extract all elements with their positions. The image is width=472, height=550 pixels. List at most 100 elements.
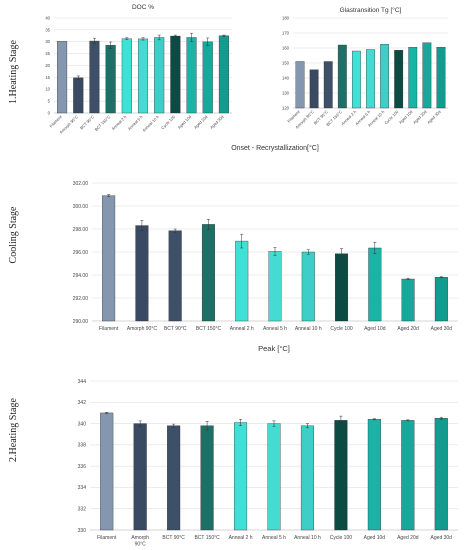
x-tick-label: Aged 10d — [398, 109, 414, 125]
bar-filament — [102, 195, 116, 322]
y-tick-label: 120 — [282, 105, 290, 110]
bar-aged-30d — [436, 47, 446, 109]
x-tick-label: Anneal 2 h — [230, 326, 254, 332]
error-bar-cycle-100 — [339, 415, 343, 425]
bar-aged-20d — [202, 41, 213, 114]
error-bar-amorph-90c — [140, 220, 144, 231]
error-bar-cycle-100 — [173, 34, 177, 38]
bar-anneal-10-h — [380, 44, 389, 109]
bar-aged-10d — [408, 47, 418, 109]
x-tick-label: Amorph 90°C — [131, 535, 149, 548]
x-tick-label: Anneal 10 h — [141, 114, 160, 133]
y-tick-label: 334 — [78, 485, 87, 491]
y-tick-label: 40 — [45, 15, 50, 20]
bar-aged-20d — [401, 278, 415, 322]
y-tick-label: 298.00 — [73, 227, 89, 233]
x-tick-label: Aged 30d — [209, 114, 225, 130]
bar-amorph-90c — [133, 423, 147, 531]
bar-bct-150c — [201, 224, 215, 322]
error-bar-anneal-2-h — [239, 419, 243, 426]
bar-bct-90c — [323, 61, 333, 109]
error-bar-filament — [107, 194, 111, 198]
y-tick-label: 0 — [48, 110, 51, 115]
chart-title: Peak [°C] — [258, 344, 290, 353]
error-bar-aged-30d — [439, 416, 443, 420]
x-tick-label: BCT 150°C — [194, 535, 220, 541]
bar-anneal-10-h — [300, 425, 314, 531]
bar-cycle-100 — [170, 35, 181, 114]
error-bar-aged-30d — [439, 276, 443, 279]
y-tick-label: 25 — [45, 51, 50, 56]
bar-aged-10d — [367, 419, 381, 531]
x-tick-label: BCT 90°C — [162, 535, 185, 541]
error-bar-bct-150c — [206, 218, 210, 230]
error-bar-bct-90c — [92, 37, 96, 45]
error-bar-aged-10d — [372, 418, 376, 421]
bar-bct-150c — [105, 45, 116, 114]
x-tick-label: Cycle 100 — [330, 535, 352, 541]
bar-aged-30d — [218, 35, 229, 114]
y-tick-label: 15 — [45, 75, 50, 80]
error-bar-aged-20d — [406, 278, 410, 280]
y-tick-label: 342 — [78, 400, 87, 406]
x-tick-label: BCT 150°C — [196, 326, 222, 332]
error-bar-amorph-90c — [138, 420, 142, 427]
y-tick-label: 10 — [45, 87, 50, 92]
bar-anneal-5-h — [366, 49, 375, 109]
bar-anneal-2-h — [352, 50, 361, 109]
y-tick-label: 150 — [282, 60, 290, 65]
x-tick-label: Aged 30d — [426, 109, 442, 125]
error-bar-anneal-2-h — [125, 37, 129, 40]
chart-title: Onset - Recrystallization[°C] — [231, 144, 319, 152]
error-bar-amorph-90c — [76, 75, 80, 80]
error-bar-anneal-2-h — [240, 233, 244, 249]
bar-anneal-10-h — [154, 37, 165, 114]
bar-amorph-90c — [309, 69, 319, 109]
error-bar-anneal-5-h — [273, 247, 277, 256]
error-bar-aged-20d — [406, 419, 410, 422]
y-tick-label: 160 — [282, 45, 290, 50]
x-tick-label: Aged 30d — [431, 326, 453, 332]
bar-anneal-5-h — [268, 251, 282, 322]
x-tick-label: Amorph 90°C — [127, 326, 157, 332]
onset-recrystallization-chart: Onset - Recrystallization[°C] 290.00 292.0… — [73, 144, 458, 332]
bar-bct-90c — [168, 230, 182, 322]
y-tick-label: 294.00 — [73, 273, 89, 279]
y-tick-label: 338 — [78, 443, 87, 449]
bar-anneal-10-h — [301, 251, 315, 322]
stage-label-heating-2: 2.Heating Stage — [8, 398, 19, 462]
error-bar-cycle-100 — [340, 248, 344, 260]
error-bar-aged-10d — [190, 32, 194, 42]
stage-label-cooling: Cooling Stage — [8, 206, 19, 264]
y-tick-label: 340 — [78, 421, 87, 427]
bar-anneal-2-h — [235, 240, 249, 322]
x-tick-label: Aged 20d — [397, 326, 419, 332]
bar-anneal-2-h — [234, 422, 248, 531]
y-tick-label: 140 — [282, 75, 290, 80]
error-bar-anneal-10-h — [157, 34, 161, 41]
y-tick-label: 330 — [78, 528, 87, 534]
x-tick-label: Anneal 10 h — [294, 535, 321, 541]
error-bar-bct-150c — [205, 421, 209, 431]
error-bar-filament — [105, 412, 109, 414]
error-bar-bct-90c — [173, 228, 177, 233]
y-tick-label: 292.00 — [73, 296, 89, 302]
x-tick-label: Aged 20d — [412, 109, 428, 125]
error-bar-anneal-10-h — [305, 423, 309, 429]
y-tick-label: 332 — [78, 506, 87, 512]
chart-title: Glastransition Tg [°C] — [340, 6, 402, 14]
bar-aged-30d — [434, 418, 448, 531]
error-bar-bct-150c — [109, 41, 113, 49]
y-tick-label: 290.00 — [73, 319, 89, 325]
x-tick-label: Aged 10d — [177, 114, 193, 130]
error-bar-aged-20d — [206, 37, 210, 46]
y-tick-label: 35 — [45, 27, 50, 32]
bar-anneal-2-h — [121, 38, 132, 114]
x-tick-label: Filament — [99, 326, 119, 332]
y-tick-label: 296.00 — [73, 250, 89, 256]
stage-label-heating-1: 1.Heating Stage — [8, 40, 19, 104]
bar-aged-10d — [368, 247, 382, 322]
bar-aged-30d — [434, 277, 448, 322]
y-tick-label: 30 — [45, 39, 50, 44]
